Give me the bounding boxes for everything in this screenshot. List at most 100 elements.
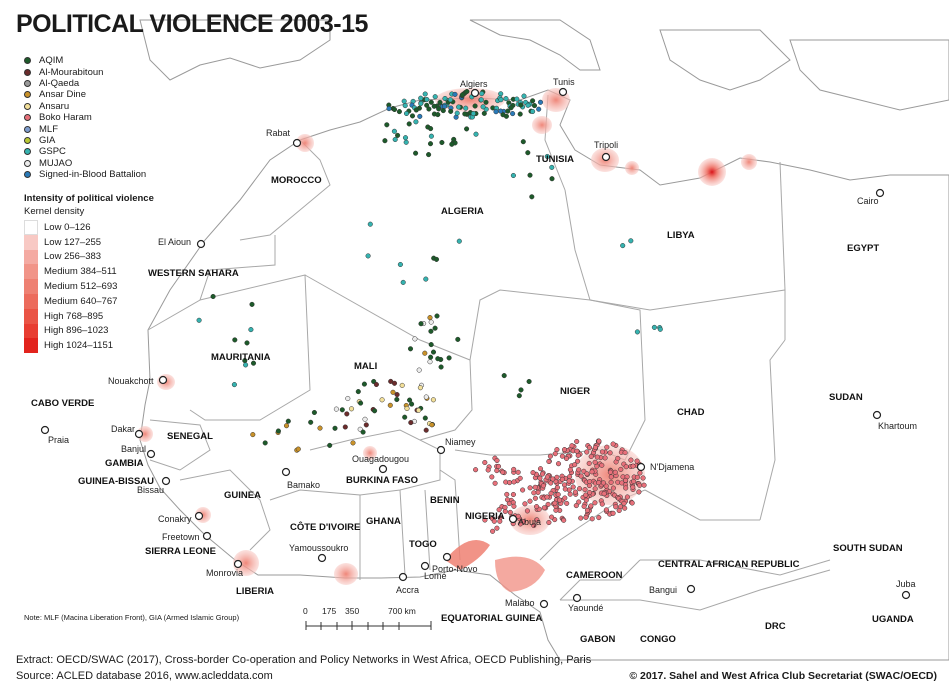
- event-dot: [527, 172, 533, 178]
- event-dot: [413, 119, 419, 125]
- event-dot: [437, 99, 443, 105]
- event-dot: [546, 519, 552, 526]
- legend-label: Boko Haram: [39, 112, 92, 124]
- border-togo-ghana: [399, 489, 431, 576]
- event-dot: [522, 501, 528, 507]
- density-legend-title: Intensity of political violence: [24, 193, 154, 204]
- country-label: CAMEROON: [566, 570, 623, 581]
- city-label: Tunis: [553, 77, 575, 87]
- event-dot: [423, 276, 429, 282]
- event-dot: [418, 101, 424, 107]
- greece-landmass: [659, 29, 791, 91]
- country-label: GUINEA-BISSAU: [78, 476, 154, 487]
- city-label: Rabat: [266, 128, 291, 138]
- event-dot: [559, 476, 565, 482]
- event-dot: [358, 400, 364, 406]
- event-dot: [549, 176, 555, 182]
- event-dot: [504, 497, 511, 503]
- event-dot: [562, 495, 568, 501]
- event-dot: [434, 313, 440, 319]
- border-car: [640, 559, 831, 576]
- event-dot: [554, 484, 560, 491]
- city-marker: [686, 584, 696, 594]
- city-label: Nouakchott: [108, 376, 154, 386]
- city-label: Dakar: [111, 424, 135, 434]
- event-dot: [481, 110, 487, 116]
- event-dot: [576, 486, 583, 492]
- event-dot: [427, 359, 433, 365]
- density-hotspots: [137, 88, 757, 592]
- event-dot: [372, 408, 378, 414]
- event-dot: [511, 466, 517, 472]
- event-dot: [618, 466, 624, 472]
- event-dot: [586, 460, 592, 466]
- city-label: Malabo: [505, 598, 535, 608]
- event-dot: [416, 407, 422, 413]
- city-marker: [292, 138, 302, 148]
- event-dot: [636, 489, 642, 495]
- border-libya-chad-sudan: [589, 289, 786, 340]
- legend-dot-icon: [24, 68, 31, 76]
- density-class: Medium 384–511: [24, 264, 117, 280]
- density-class: Low 127–255: [24, 234, 117, 250]
- event-dot: [583, 492, 589, 498]
- country-label: SOUTH SUDAN: [833, 543, 903, 554]
- event-dot: [470, 111, 476, 117]
- event-dot: [479, 91, 485, 97]
- event-dot: [552, 451, 558, 457]
- event-dot: [531, 103, 538, 109]
- density-swatch: [24, 293, 38, 309]
- event-dot: [616, 507, 622, 514]
- event-dot: [637, 470, 643, 476]
- event-dot: [472, 103, 478, 109]
- density-class: Medium 640–767: [24, 293, 117, 309]
- country-label: GHANA: [366, 516, 401, 527]
- country-label: EQUATORIAL GUINEA: [441, 613, 542, 624]
- event-dot: [640, 475, 646, 481]
- country-label: LIBYA: [667, 230, 695, 241]
- event-dot: [589, 469, 595, 475]
- event-dot: [497, 518, 503, 524]
- event-dot: [428, 319, 434, 325]
- country-label: GAMBIA: [105, 458, 144, 469]
- event-dot: [406, 121, 412, 127]
- event-dot: [559, 453, 565, 459]
- event-dot: [402, 135, 409, 141]
- density-label: High 896–1023: [44, 325, 109, 337]
- country-label: CABO VERDE: [31, 398, 94, 409]
- event-dot: [344, 411, 350, 417]
- event-dot: [490, 528, 496, 534]
- event-dot: [569, 443, 575, 449]
- legend-label: Al-Qaeda: [39, 77, 80, 89]
- event-dot: [250, 432, 256, 438]
- event-dot: [535, 489, 541, 495]
- event-dot: [482, 459, 488, 466]
- event-dot: [572, 462, 578, 468]
- city-label: Yaoundé: [568, 603, 603, 613]
- event-dot: [436, 106, 442, 112]
- event-dot: [607, 450, 613, 456]
- event-dot: [342, 424, 348, 430]
- footer-extract: Extract: OECD/SWAC (2017), Cross-border …: [16, 654, 592, 666]
- event-dot: [631, 478, 637, 484]
- event-dot: [430, 349, 437, 355]
- country-label: BURKINA FASO: [346, 475, 418, 486]
- event-dot: [391, 380, 398, 386]
- event-dot: [624, 494, 630, 500]
- event-dot: [248, 327, 254, 333]
- event-dot: [506, 480, 513, 486]
- city-marker: [40, 425, 50, 435]
- event-dot: [428, 342, 434, 348]
- event-dot: [485, 467, 491, 473]
- country-label: GABON: [580, 634, 616, 645]
- event-dot: [546, 458, 552, 465]
- event-dot: [275, 428, 281, 434]
- event-dot: [333, 406, 339, 412]
- event-dot: [394, 392, 400, 398]
- city-marker: [436, 445, 446, 455]
- event-dot: [544, 474, 550, 480]
- density-class: High 1024–1151: [24, 338, 117, 354]
- event-dot: [447, 97, 453, 103]
- event-dot: [518, 102, 524, 108]
- africa-landmass: [139, 89, 949, 661]
